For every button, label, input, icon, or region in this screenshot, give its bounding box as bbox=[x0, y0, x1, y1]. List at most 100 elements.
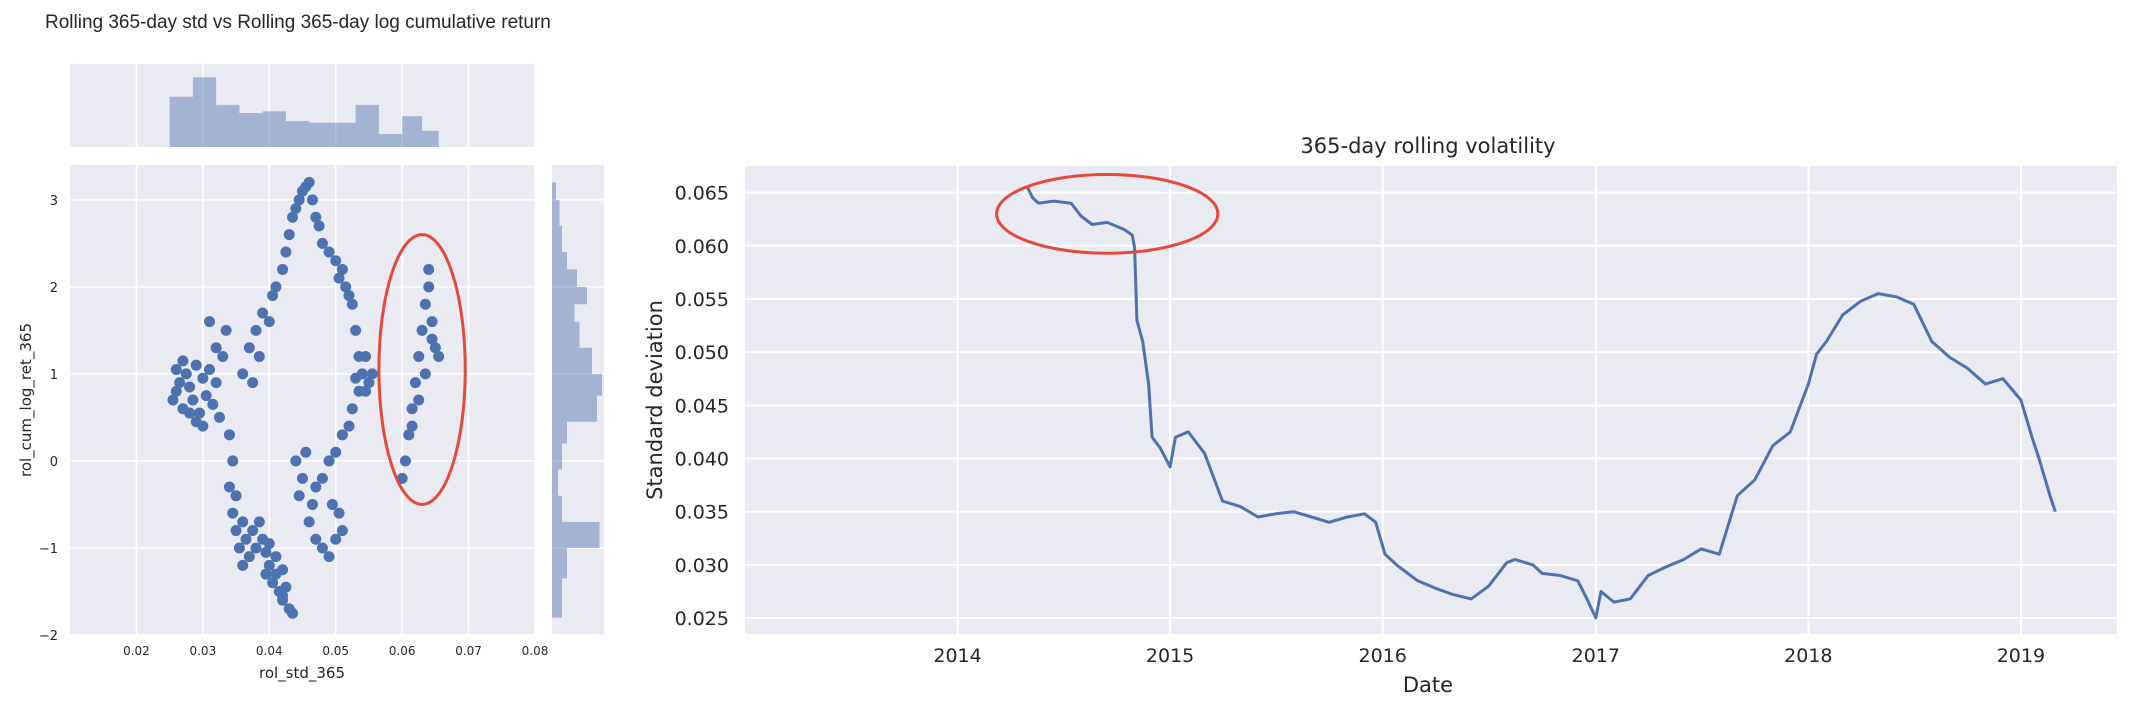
scatter-point bbox=[280, 246, 292, 258]
scatter-point bbox=[217, 350, 229, 362]
scatter-point bbox=[310, 533, 322, 545]
scatter-y-axis-label: rol_cum_log_ret_365 bbox=[17, 323, 36, 477]
scatter-point bbox=[409, 377, 421, 389]
scatter-point bbox=[287, 607, 299, 619]
scatter-point bbox=[360, 350, 372, 362]
scatter-y-tick-label: 0 bbox=[50, 455, 58, 470]
scatter-point bbox=[426, 316, 438, 328]
scatter-point bbox=[343, 290, 355, 302]
right-hist-panel bbox=[552, 165, 604, 635]
right-hist-bar bbox=[552, 421, 567, 444]
scatter-point bbox=[170, 364, 182, 376]
top-hist-bar bbox=[216, 104, 240, 147]
right-hist-bar bbox=[552, 395, 597, 422]
scatter-point bbox=[267, 290, 279, 302]
right-hist-bar bbox=[552, 547, 567, 579]
line-y-axis-label: Standard deviation bbox=[643, 300, 667, 500]
top-hist-bar bbox=[378, 134, 403, 147]
scatter-point bbox=[227, 455, 239, 467]
scatter-point bbox=[237, 559, 249, 571]
right-hist-bar bbox=[552, 443, 562, 470]
right-hist-grid bbox=[552, 199, 604, 636]
top-hist-bar bbox=[422, 130, 439, 147]
scatter-point bbox=[260, 568, 272, 580]
scatter-point bbox=[323, 551, 335, 563]
line-y-tick-label: 0.035 bbox=[675, 502, 729, 524]
scatter-point bbox=[277, 263, 289, 275]
scatter-point bbox=[426, 333, 438, 345]
right-hist-bar bbox=[552, 182, 556, 200]
top-hist-bar bbox=[355, 104, 379, 147]
scatter-point bbox=[263, 559, 275, 571]
scatter-point bbox=[197, 372, 209, 384]
scatter-point bbox=[290, 203, 302, 215]
line-x-tick-label: 2019 bbox=[1997, 645, 2045, 667]
line-x-axis-label: Date bbox=[1403, 673, 1453, 697]
page-title: Rolling 365-day std vs Rolling 365-day l… bbox=[45, 12, 551, 33]
scatter-x-tick-labels: 0.02 0.03 0.04 0.05 0.06 0.07 0.08 bbox=[123, 644, 548, 658]
scatter-point bbox=[287, 211, 299, 223]
scatter-point bbox=[204, 364, 215, 376]
scatter-point bbox=[310, 481, 322, 493]
scatter-x-tick-label: 0.07 bbox=[455, 644, 482, 658]
scatter-point bbox=[323, 246, 335, 258]
scatter-point bbox=[267, 577, 279, 589]
scatter-point bbox=[303, 516, 315, 528]
scatter-point bbox=[306, 498, 318, 510]
right-hist-bar bbox=[552, 347, 592, 374]
scatter-point bbox=[263, 538, 275, 550]
scatter-point bbox=[403, 429, 415, 441]
scatter-point bbox=[210, 377, 222, 389]
scatter-point bbox=[247, 377, 259, 389]
line-chart-title: 365-day rolling volatility bbox=[1300, 134, 1555, 158]
scatter-point bbox=[336, 263, 348, 275]
scatter-point bbox=[306, 194, 318, 206]
scatter-point bbox=[406, 403, 418, 415]
scatter-point bbox=[200, 390, 212, 402]
scatter-point bbox=[277, 590, 289, 602]
scatter-point bbox=[363, 377, 375, 389]
line-y-tick-label: 0.065 bbox=[675, 183, 729, 205]
scatter-point bbox=[190, 359, 202, 371]
scatter-point bbox=[243, 342, 255, 354]
line-y-tick-label: 0.060 bbox=[675, 236, 729, 258]
scatter-point bbox=[227, 507, 239, 519]
scatter-point bbox=[190, 416, 202, 428]
top-hist-bar bbox=[239, 112, 263, 147]
scatter-point bbox=[280, 581, 292, 593]
top-hist-bar bbox=[192, 77, 217, 147]
scatter-point bbox=[350, 372, 362, 384]
scatter-point bbox=[330, 446, 342, 458]
right-hist-bar bbox=[552, 373, 602, 396]
line-y-tick-label: 0.050 bbox=[675, 342, 729, 364]
line-x-tick-label: 2017 bbox=[1572, 645, 1620, 667]
line-x-tick-label: 2016 bbox=[1358, 645, 1406, 667]
scatter-point bbox=[416, 324, 428, 336]
line-y-tick-label: 0.045 bbox=[675, 395, 729, 417]
right-hist-bar bbox=[552, 225, 562, 253]
scatter-point bbox=[230, 525, 242, 537]
scatter-y-tick-label: 3 bbox=[50, 194, 58, 209]
scatter-point bbox=[204, 316, 215, 328]
scatter-point bbox=[170, 385, 182, 397]
right-hist-bar bbox=[552, 469, 558, 496]
scatter-point bbox=[429, 342, 441, 354]
scatter-point bbox=[326, 498, 338, 510]
scatter-point bbox=[419, 368, 431, 380]
scatter-point bbox=[413, 350, 425, 362]
line-chart-grid bbox=[745, 166, 2117, 634]
scatter-point bbox=[330, 255, 342, 267]
scatter-point bbox=[174, 377, 186, 389]
scatter-point bbox=[406, 420, 418, 432]
scatter-point bbox=[300, 446, 312, 458]
scatter-point bbox=[184, 381, 196, 393]
scatter-point bbox=[330, 533, 342, 545]
scatter-point bbox=[310, 211, 322, 223]
scatter-point bbox=[313, 220, 325, 232]
scatter-x-tick-label: 0.05 bbox=[322, 644, 349, 658]
scatter-point bbox=[360, 385, 372, 397]
scatter-point bbox=[270, 281, 282, 293]
scatter-point bbox=[433, 350, 445, 362]
scatter-point bbox=[293, 490, 305, 502]
